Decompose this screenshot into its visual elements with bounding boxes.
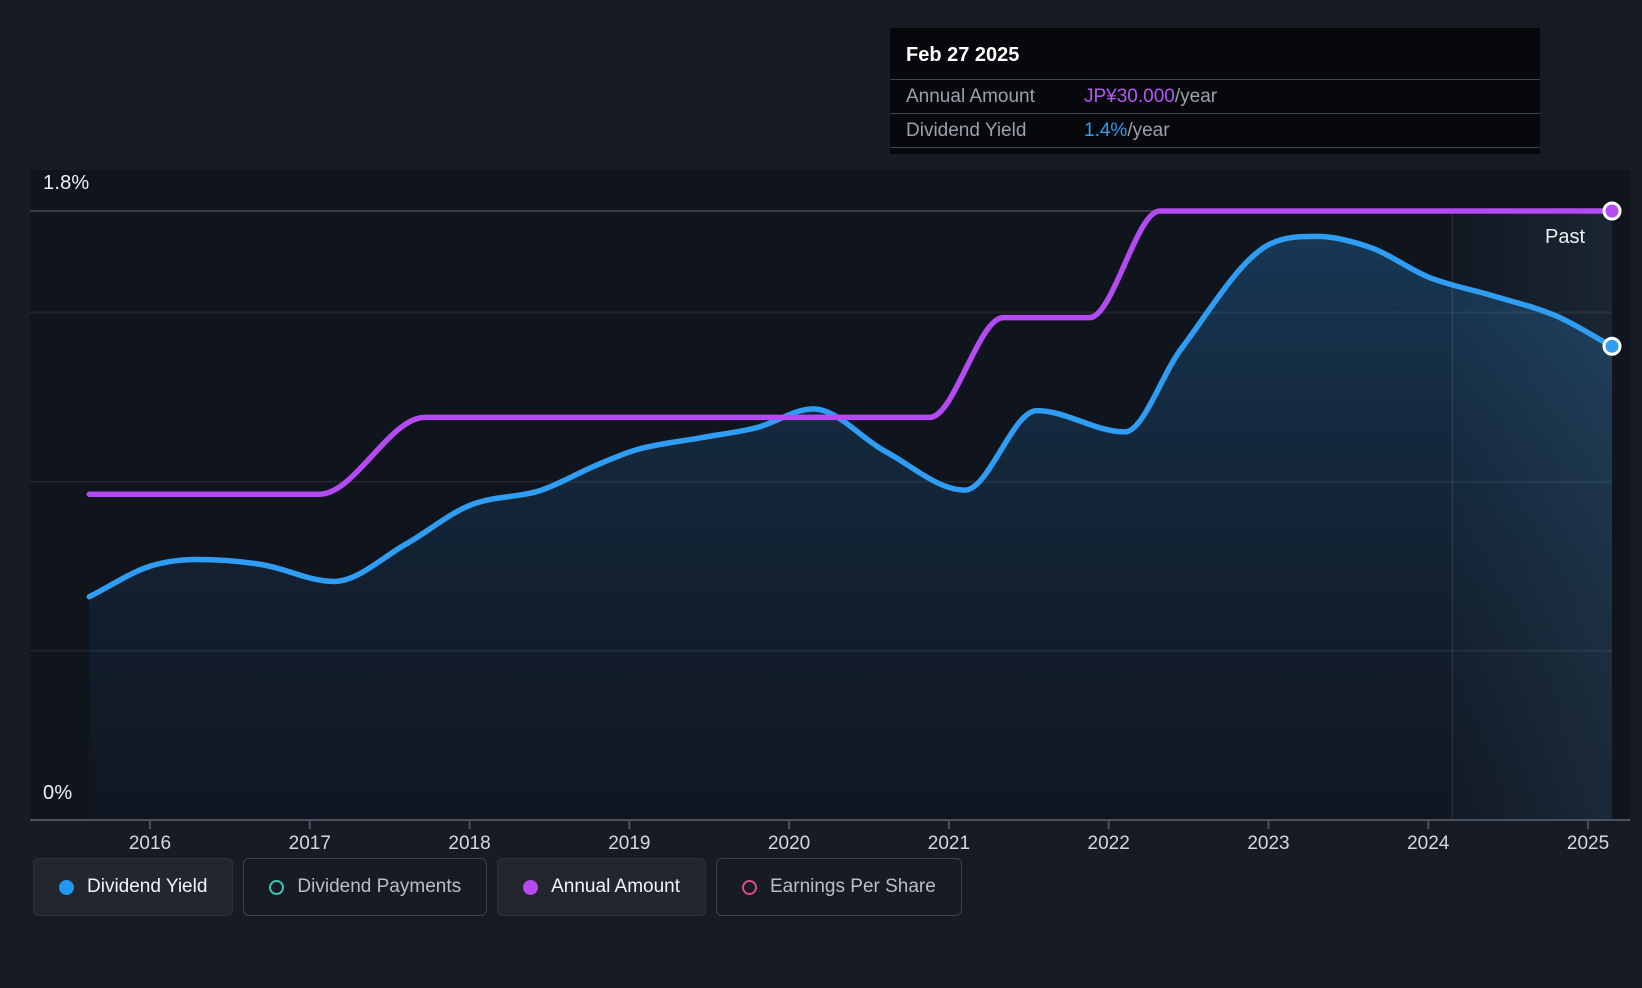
tooltip-row-suffix: /year	[1127, 119, 1170, 141]
legend-filled-dot-icon	[523, 879, 539, 895]
tooltip-row-dividend-yield: Dividend Yield 1.4%/year	[890, 113, 1540, 148]
tooltip-row-value: 1.4%	[1084, 119, 1128, 141]
tooltip-row-value-wrap: 1.4%/year	[1084, 120, 1170, 142]
legend-toggle-annual-amount[interactable]: Annual Amount	[497, 858, 706, 916]
legend-ring-icon	[269, 879, 285, 895]
x-axis-label-2025: 2025	[1566, 833, 1610, 854]
x-axis-label-2023: 2023	[1247, 833, 1290, 854]
x-axis-label-2020: 2020	[767, 833, 811, 854]
legend-toggle-dividend-payments[interactable]: Dividend Payments	[243, 858, 488, 916]
tooltip-row-value-wrap: JP¥30.000/year	[1084, 86, 1217, 108]
legend-filled-dot-icon	[59, 879, 74, 895]
chart-tooltip: Feb 27 2025 Annual Amount JP¥30.000/year…	[890, 28, 1540, 154]
legend-toggle-dividend-yield[interactable]: Dividend Yield	[33, 858, 234, 916]
x-axis-label-2019: 2019	[608, 833, 651, 854]
x-axis-label-2022: 2022	[1087, 833, 1130, 854]
x-axis-label-2016: 2016	[128, 833, 172, 854]
dividend-yield-area	[89, 236, 1612, 820]
tooltip-row-label: Annual Amount	[906, 85, 1035, 107]
legend-label: Dividend Payments	[297, 876, 462, 897]
legend-label: Earnings Per Share	[770, 876, 936, 897]
y-axis-max-label: 1.8%	[43, 172, 90, 194]
legend-label: Dividend Yield	[87, 876, 208, 897]
y-axis-zero-label: 0%	[43, 782, 73, 804]
annual-amount-line	[86, 208, 1615, 497]
tooltip-row-annual-amount: Annual Amount JP¥30.000/year	[890, 79, 1540, 113]
legend-label: Annual Amount	[551, 876, 680, 897]
x-axis-label-2018: 2018	[448, 833, 491, 854]
legend-toggle-earnings-per-share[interactable]: Earnings Per Share	[716, 858, 962, 916]
tooltip-date: Feb 27 2025	[906, 44, 1020, 66]
chart-legend: Dividend Yield Dividend Payments Annual Am…	[33, 858, 962, 916]
tooltip-row-suffix: /year	[1174, 85, 1218, 107]
x-axis-label-2021: 2021	[927, 833, 971, 854]
dividend-yield-line	[86, 233, 1615, 600]
x-axis-label-2017: 2017	[288, 833, 331, 854]
past-period-label: Past	[1545, 226, 1586, 248]
tooltip-row-label: Dividend Yield	[906, 119, 1027, 141]
tooltip-row-value: JP¥30.000	[1084, 85, 1175, 107]
x-axis-label-2024: 2024	[1407, 833, 1450, 854]
hover-highlight-band	[1452, 211, 1612, 820]
legend-ring-icon	[742, 879, 757, 895]
dividend-yield-end-marker[interactable]	[1602, 336, 1622, 356]
annual-amount-end-marker[interactable]	[1602, 201, 1622, 221]
